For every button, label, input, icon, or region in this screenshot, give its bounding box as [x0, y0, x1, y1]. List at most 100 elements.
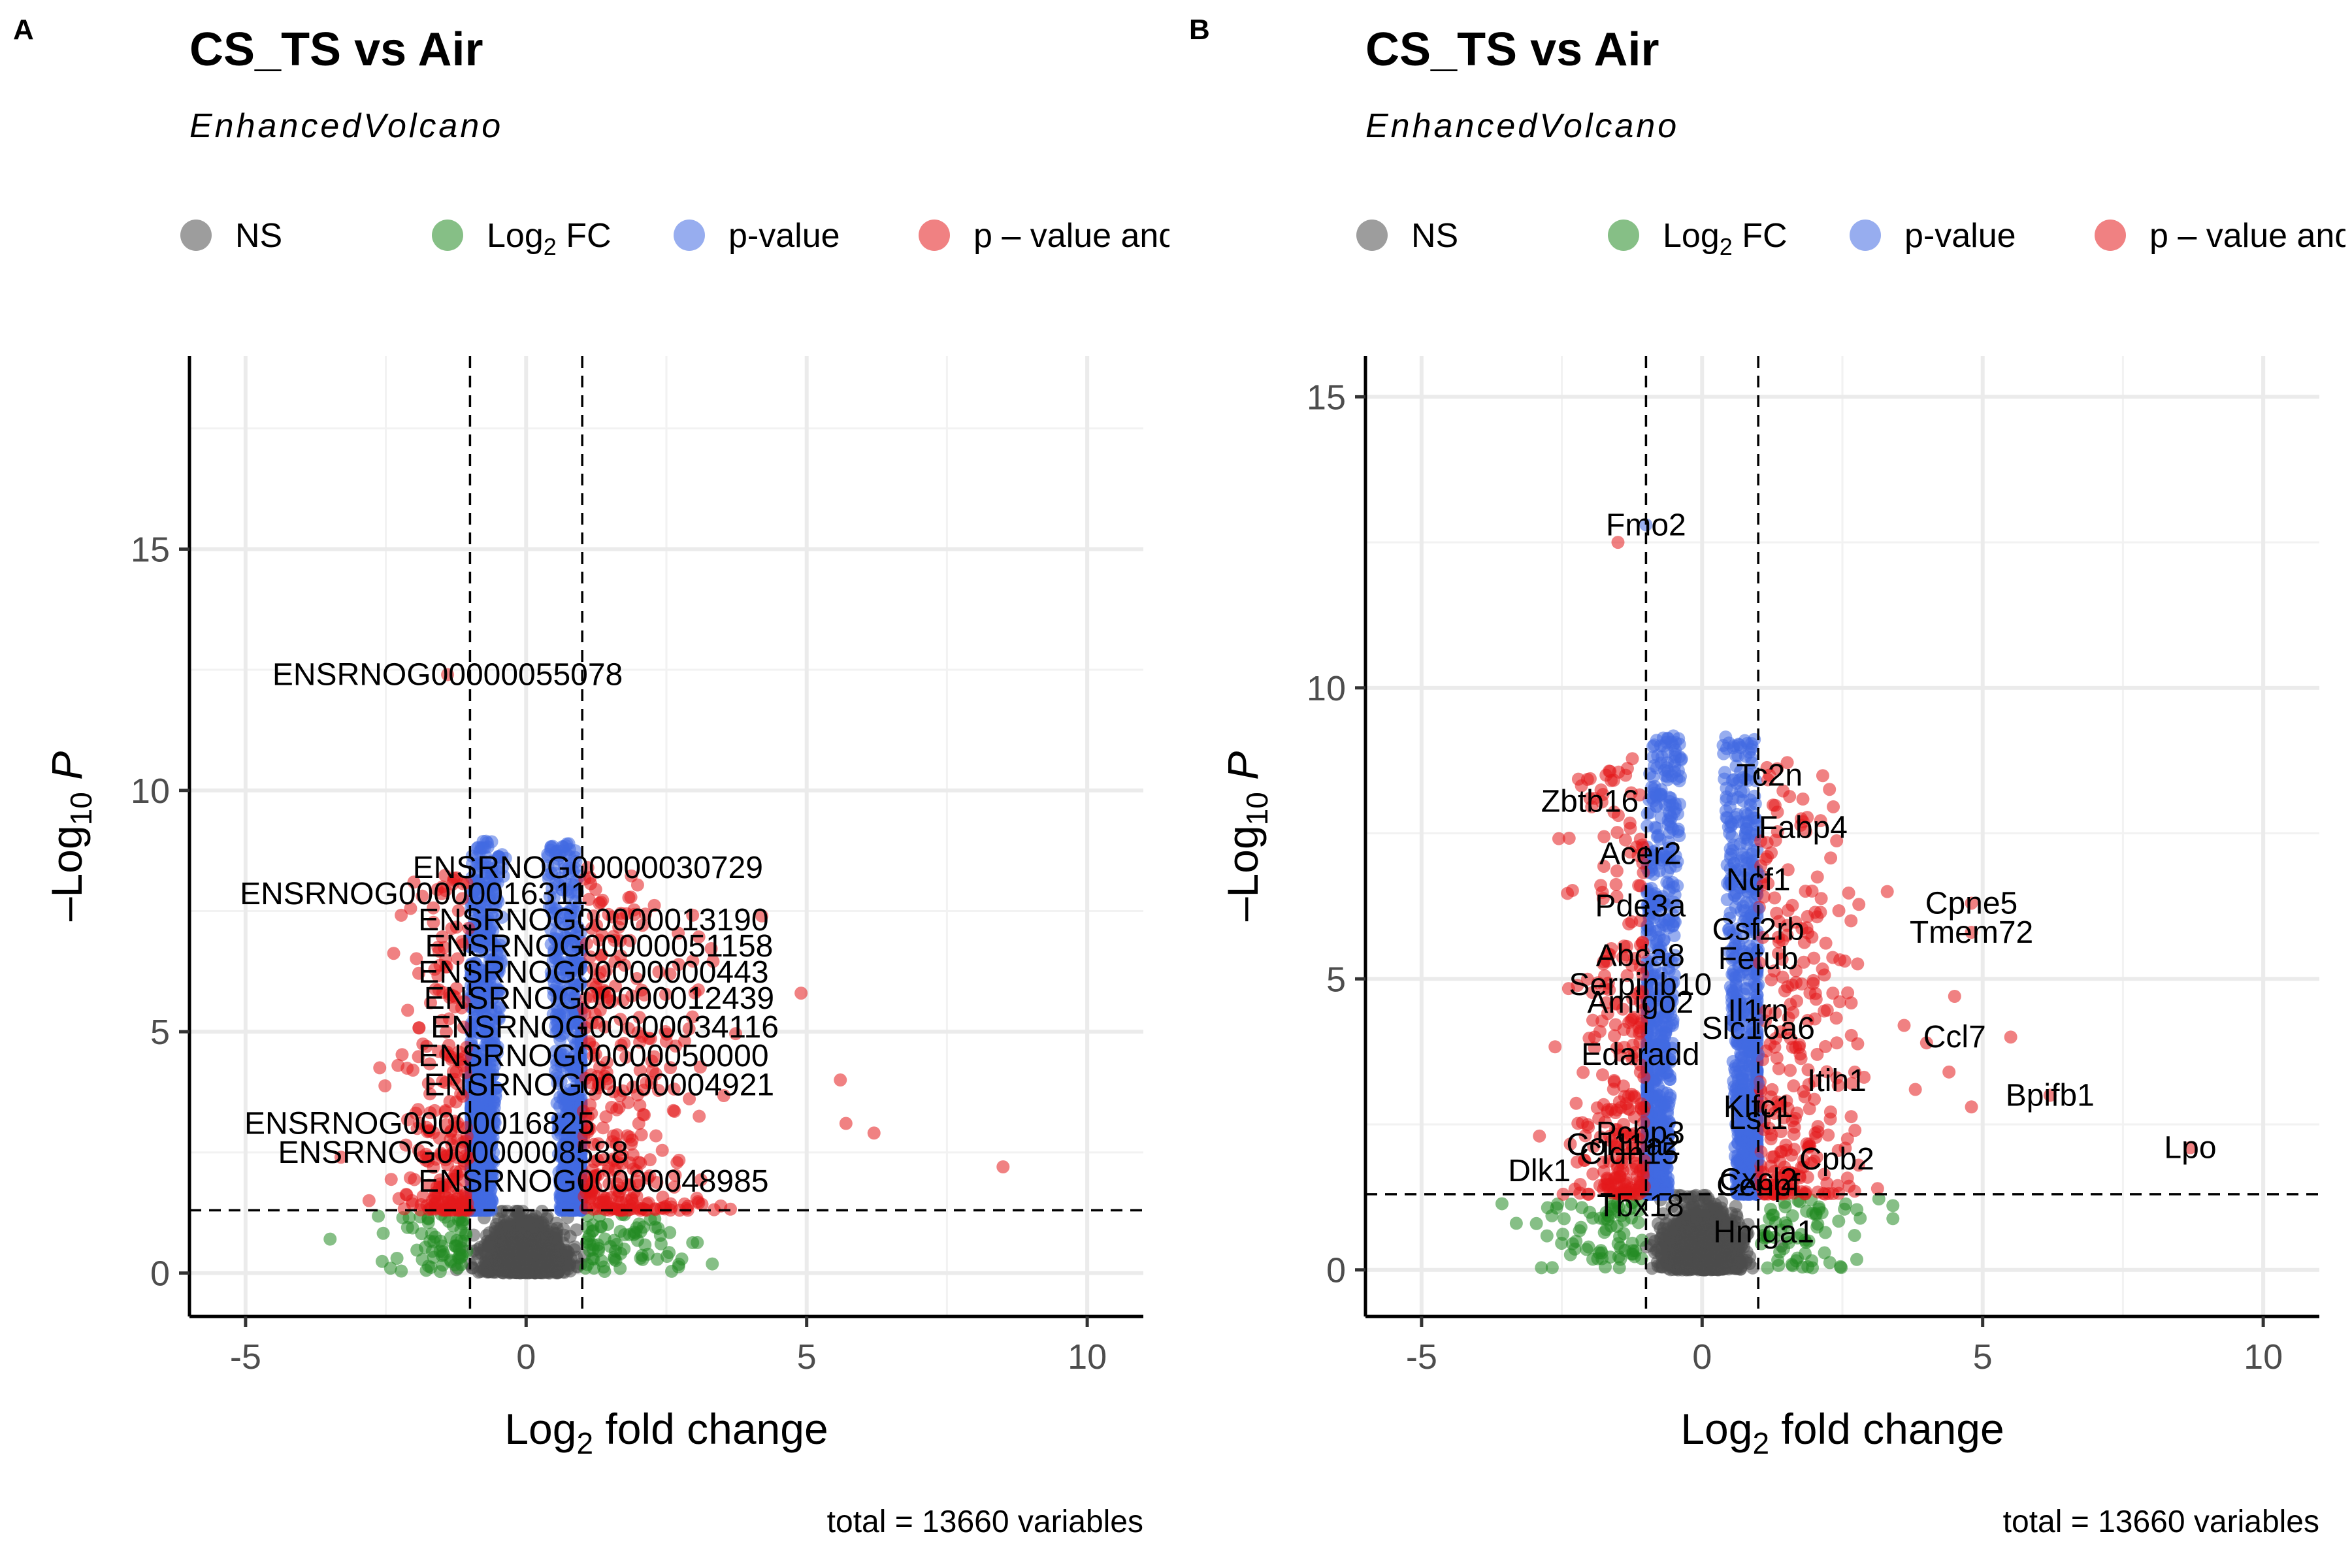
point-fc	[662, 1246, 676, 1260]
y-tick-label: 15	[131, 530, 170, 569]
point-ns	[474, 1246, 488, 1260]
point-fc	[436, 1258, 449, 1272]
point-fc_p	[655, 1143, 669, 1157]
point-ns	[521, 1266, 535, 1279]
legend-key-fc_p	[2095, 220, 2126, 251]
point-fc	[415, 1227, 429, 1241]
legend-key-p	[1850, 220, 1881, 251]
point-fc_p	[362, 1194, 376, 1207]
point-p	[485, 835, 498, 849]
point-fc_p	[384, 1173, 398, 1186]
point-fc	[372, 1209, 385, 1223]
point-ns	[557, 1266, 571, 1279]
point-fc_p	[839, 1117, 853, 1130]
point-fc	[591, 1244, 605, 1258]
chart-title: CS_TS vs Air	[189, 24, 483, 76]
point-p	[478, 1201, 491, 1215]
point-fc	[686, 1236, 700, 1250]
point-ns	[500, 1264, 514, 1277]
point-fc_p	[666, 1103, 680, 1117]
x-axis-title: Log2 fold change	[504, 1405, 828, 1460]
point-fc	[416, 1252, 429, 1266]
panel-letter: B	[1189, 14, 1210, 46]
point-ns	[538, 1266, 552, 1279]
point-fc_p	[387, 947, 400, 960]
panel-letter: A	[13, 14, 34, 46]
point-fc_p	[834, 1073, 847, 1087]
point-fc_p	[693, 1109, 706, 1123]
point-fc_p	[412, 1021, 426, 1035]
point-fc_p	[794, 987, 808, 1000]
y-tick-label: 0	[150, 1254, 170, 1294]
point-fc	[418, 1241, 432, 1254]
point-ns	[480, 1229, 493, 1243]
gene-label: ENSRNOG00000004921	[424, 1068, 774, 1102]
point-fc	[665, 1264, 679, 1278]
point-fc	[425, 1227, 438, 1241]
point-p	[559, 1201, 572, 1215]
chart-subtitle: EnhancedVolcano	[189, 107, 503, 145]
x-tick-label: 10	[1068, 1337, 1107, 1377]
point-fc_p	[624, 890, 638, 904]
point-ns	[504, 1241, 517, 1255]
legend-label-p: p-value	[728, 217, 840, 255]
point-fc	[421, 1216, 435, 1230]
legend-label-fc: Log2 FC	[1663, 217, 1788, 260]
y-tick-label: 10	[131, 772, 170, 811]
legend-label-fc_p: p – value and log2 FC	[973, 217, 1300, 260]
legend-key-fc	[432, 220, 463, 251]
x-tick-label: -5	[230, 1337, 261, 1377]
point-fc	[613, 1262, 627, 1275]
point-fc_p	[634, 1128, 648, 1141]
x-tick-label: 0	[516, 1337, 536, 1377]
point-ns	[526, 1224, 540, 1237]
legend-label-p: p-value	[1904, 217, 2016, 255]
legend-key-p	[674, 220, 705, 251]
point-fc	[376, 1226, 390, 1240]
point-fc	[455, 1217, 469, 1230]
point-fc	[435, 1239, 449, 1253]
chart-title: CS_TS vs Air	[1365, 24, 1659, 76]
data-points	[323, 668, 1010, 1280]
point-ns	[549, 1217, 563, 1230]
point-fc	[451, 1250, 465, 1264]
point-fc_p	[649, 1129, 662, 1143]
chart-subtitle: EnhancedVolcano	[1365, 107, 1679, 145]
point-ns	[514, 1252, 528, 1266]
point-ns	[497, 1230, 510, 1243]
point-fc	[395, 1264, 408, 1278]
point-fc_p	[373, 1061, 387, 1075]
point-fc	[598, 1265, 612, 1279]
point-fc	[400, 1220, 414, 1234]
point-fc	[675, 1252, 689, 1266]
point-ns	[478, 1262, 491, 1276]
point-fc_p	[424, 1201, 438, 1215]
point-fc	[629, 1226, 643, 1240]
point-ns	[492, 1212, 506, 1226]
point-fc	[323, 1232, 337, 1246]
legend-label-fc: Log2 FC	[487, 217, 612, 260]
point-fc	[390, 1251, 404, 1265]
point-fc_p	[632, 1117, 645, 1130]
point-fc_p	[378, 1079, 392, 1093]
y-tick-label: 5	[150, 1013, 170, 1052]
legend: NS Log2 FC p-value p – value and log2 FC	[180, 217, 1300, 260]
point-ns	[535, 1234, 549, 1248]
legend-key-fc_p	[919, 220, 950, 251]
x-tick-label: 5	[797, 1337, 817, 1377]
legend-key-ns	[180, 220, 212, 251]
legend-label-ns: NS	[235, 217, 282, 255]
point-fc_p	[596, 1201, 610, 1215]
point-fc_p	[695, 1198, 709, 1211]
point-fc	[617, 1242, 631, 1256]
point-fc	[419, 1264, 433, 1277]
caption: total = 13660 variables	[827, 1505, 1143, 1539]
point-ns	[560, 1248, 574, 1262]
point-fc_p	[599, 1110, 613, 1124]
point-fc	[651, 1252, 664, 1266]
point-fc	[706, 1257, 719, 1271]
point-fc	[654, 1237, 668, 1250]
point-fc_p	[664, 1200, 678, 1214]
